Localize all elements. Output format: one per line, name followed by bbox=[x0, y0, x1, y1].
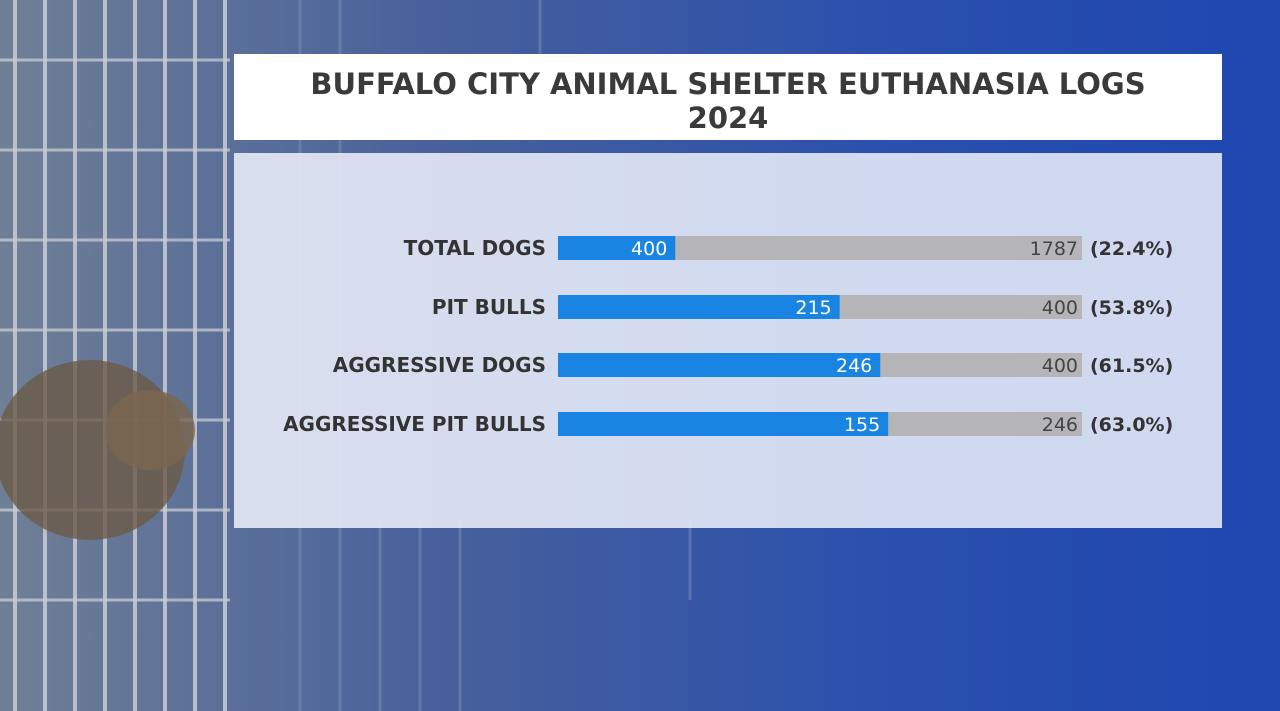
value-label: 155 bbox=[844, 414, 880, 436]
category-label: TOTAL DOGS bbox=[404, 236, 546, 260]
value-label: 215 bbox=[795, 297, 831, 319]
percent-label: (53.8%) bbox=[1090, 297, 1173, 319]
bar-fill bbox=[558, 295, 840, 319]
percent-label: (61.5%) bbox=[1090, 355, 1173, 377]
percent-label: (22.4%) bbox=[1090, 238, 1173, 260]
total-label: 400 bbox=[1042, 297, 1078, 319]
percent-label: (63.0%) bbox=[1090, 414, 1173, 436]
total-label: 400 bbox=[1042, 355, 1078, 377]
bar-fill bbox=[558, 236, 676, 260]
category-label: PIT BULLS bbox=[432, 295, 546, 319]
total-label: 1787 bbox=[1030, 238, 1078, 260]
chart-panel bbox=[234, 153, 1222, 528]
category-label: AGGRESSIVE PIT BULLS bbox=[283, 412, 546, 436]
value-label: 246 bbox=[836, 355, 872, 377]
category-label: AGGRESSIVE DOGS bbox=[333, 353, 546, 377]
chart-title-box: BUFFALO CITY ANIMAL SHELTER EUTHANASIA L… bbox=[234, 54, 1222, 140]
chart-title: BUFFALO CITY ANIMAL SHELTER EUTHANASIA L… bbox=[310, 67, 1146, 101]
bar-fill bbox=[558, 353, 881, 377]
total-label: 246 bbox=[1042, 414, 1078, 436]
value-label: 400 bbox=[631, 238, 667, 260]
bar-fill bbox=[558, 412, 889, 436]
chart-subtitle: 2024 bbox=[687, 101, 769, 135]
